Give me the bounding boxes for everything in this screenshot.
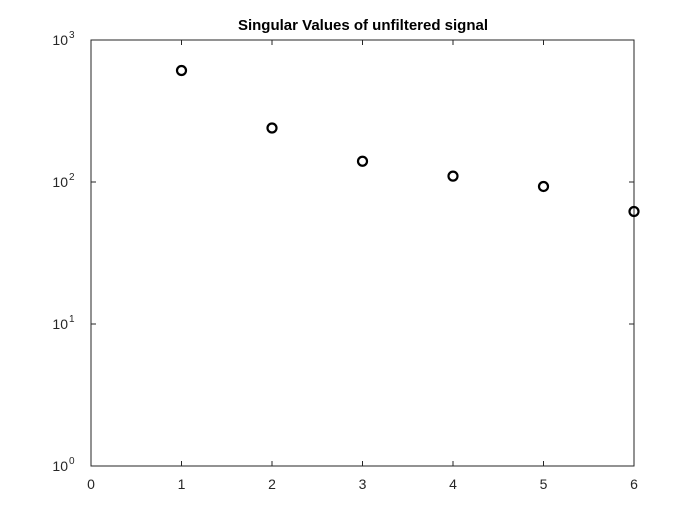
data-point-6 [628, 205, 640, 218]
x-tick-label: 0 [87, 476, 95, 492]
y-tick-label: 10 [52, 32, 68, 48]
y-tick-exponent: 0 [69, 456, 75, 467]
y-tick-base: 10 [52, 32, 68, 48]
y-tick-label: 10 [52, 316, 68, 332]
x-tick-label: 6 [630, 476, 638, 492]
x-tick-label: 5 [540, 476, 548, 492]
data-point-1 [175, 64, 188, 77]
data-point-2 [266, 122, 278, 134]
data-point-5 [537, 180, 550, 193]
x-axis: 0 1 2 3 4 5 6 [87, 40, 638, 492]
data-points [175, 64, 640, 218]
y-tick-label: 10 [52, 174, 68, 190]
data-point-3 [356, 155, 369, 167]
data-point-4 [447, 170, 459, 182]
x-tick-label: 4 [449, 476, 457, 492]
y-tick-exponent: 1 [69, 314, 75, 325]
y-tick-exponent: 3 [69, 30, 75, 41]
chart-title: Singular Values of unfiltered signal [238, 17, 488, 34]
x-tick-label: 2 [268, 476, 276, 492]
y-tick-base: 10 [52, 174, 68, 190]
x-tick-label: 3 [359, 476, 367, 492]
y-tick-exponent: 2 [69, 172, 75, 183]
x-tick-label: 1 [178, 476, 186, 492]
axes-box [90, 39, 635, 467]
y-tick-label: 10 [52, 458, 68, 474]
y-tick-base: 10 [52, 458, 68, 474]
y-tick-base: 10 [52, 316, 68, 332]
